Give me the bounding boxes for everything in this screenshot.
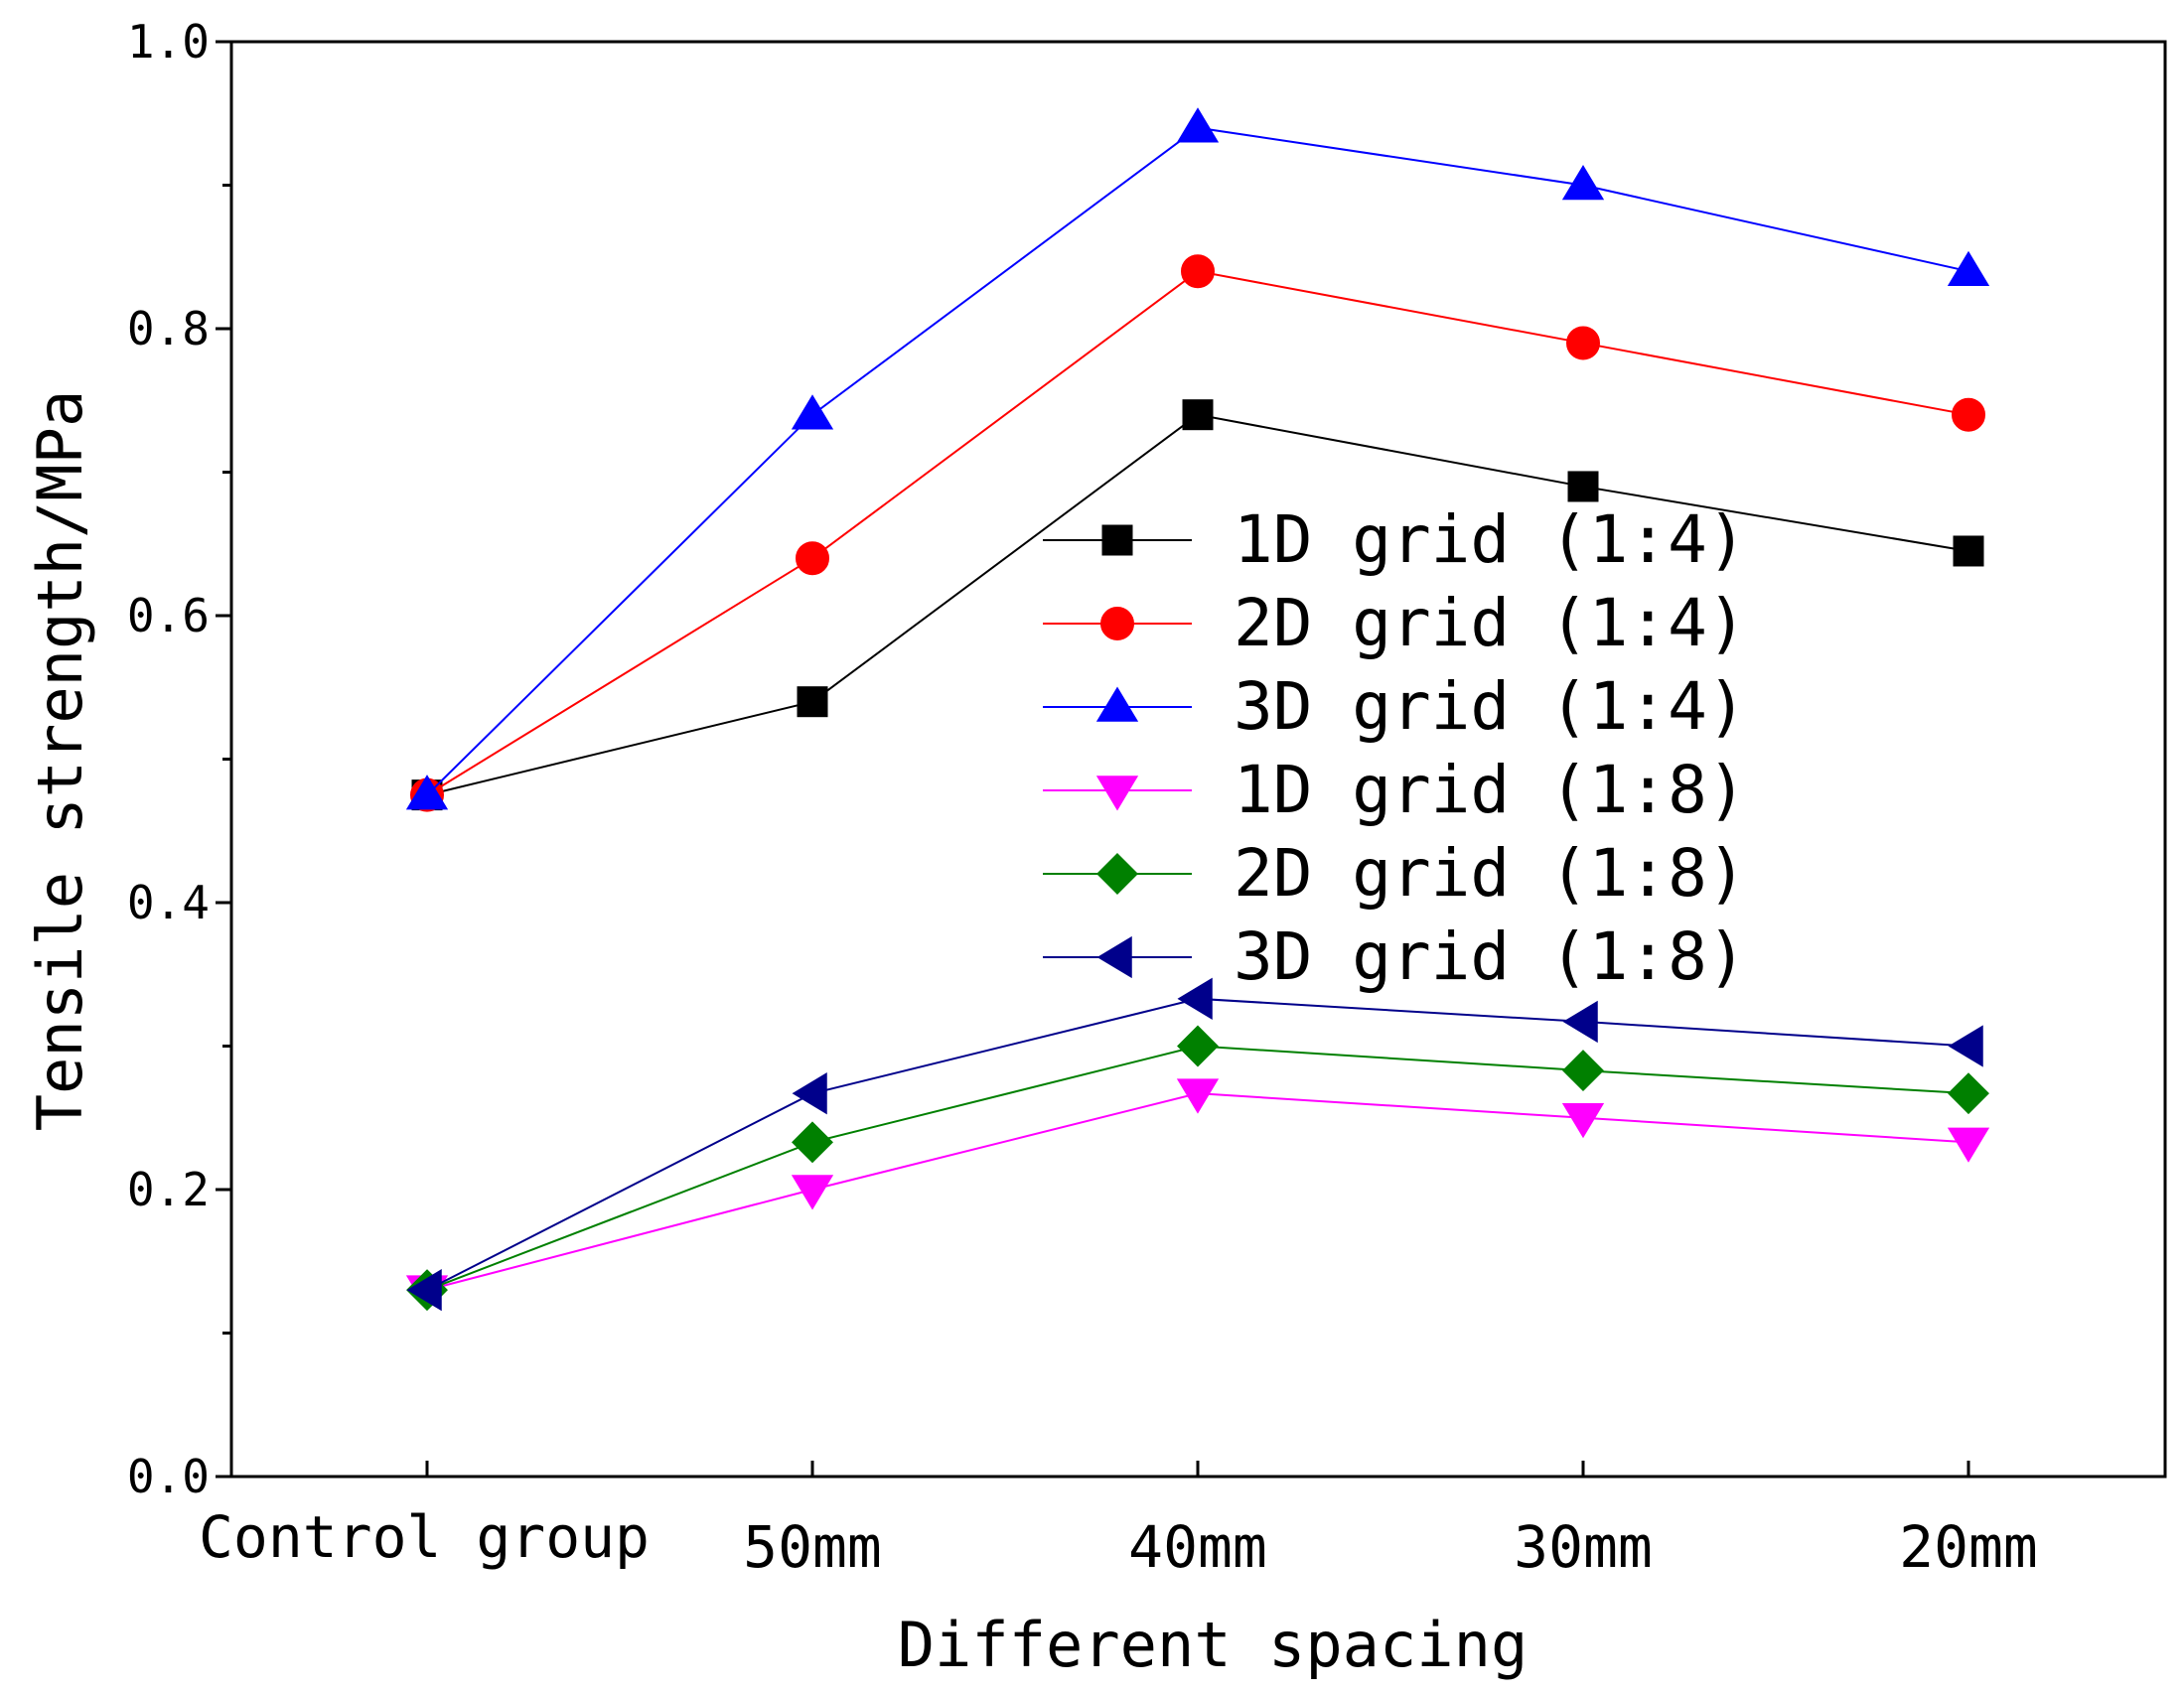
- data-point: [406, 1269, 442, 1312]
- data-point: [1567, 471, 1599, 502]
- data-point: [405, 775, 449, 810]
- data-point: [1176, 1078, 1220, 1114]
- x-axis: Control group 50mm 40mm 30mm 20mm: [199, 1461, 2038, 1581]
- data-point: [1947, 250, 1990, 286]
- data-point: [1182, 399, 1214, 431]
- y-axis-title: Tensile strength/MPa: [24, 390, 96, 1132]
- legend-label: 3D grid (1:8): [1234, 918, 1747, 995]
- data-point: [1562, 1000, 1598, 1044]
- legend-marker: [1101, 524, 1133, 556]
- legend-label: 1D grid (1:8): [1234, 752, 1747, 828]
- series-6: [406, 977, 1983, 1312]
- data-point: [796, 541, 829, 576]
- legend-entry: 1D grid (1:4): [1043, 501, 1747, 578]
- x-tick-label: Control group: [199, 1503, 650, 1571]
- data-point: [1561, 1103, 1605, 1139]
- legend-entry: 3D grid (1:8): [1043, 918, 1747, 995]
- data-point: [791, 1175, 834, 1210]
- data-point: [792, 1072, 827, 1115]
- legend-marker: [1096, 853, 1138, 895]
- y-tick-label: 1.0: [127, 15, 210, 69]
- data-point: [797, 686, 828, 718]
- legend-marker: [1095, 686, 1139, 722]
- data-point: [1181, 254, 1215, 289]
- y-axis: 0.0 0.2 0.4 0.6 0.8 1.0: [127, 15, 231, 1503]
- data-point: [1948, 1072, 1989, 1115]
- data-point: [1562, 1050, 1604, 1092]
- y-tick-label: 0.2: [127, 1163, 210, 1216]
- x-tick-label: 30mm: [1514, 1513, 1653, 1581]
- data-point: [1948, 1025, 1983, 1067]
- data-point: [1561, 165, 1605, 201]
- legend-label: 3D grid (1:4): [1234, 668, 1747, 745]
- legend-label: 1D grid (1:4): [1234, 501, 1747, 578]
- data-point: [1953, 535, 1984, 567]
- series-4: [405, 1078, 1990, 1311]
- y-tick-label: 0.0: [127, 1450, 210, 1503]
- legend-marker: [1095, 776, 1139, 811]
- data-point: [1176, 107, 1220, 143]
- series-line: [426, 1092, 1969, 1292]
- legend-label: 2D grid (1:8): [1234, 835, 1747, 912]
- series-3: [405, 107, 1990, 810]
- legend-marker: [1096, 935, 1132, 979]
- data-point: [1952, 397, 1985, 432]
- legend-label: 2D grid (1:4): [1234, 585, 1747, 661]
- y-tick-label: 0.6: [127, 589, 210, 642]
- x-axis-title: Different spacing: [898, 1609, 1529, 1681]
- series-5: [406, 1025, 1989, 1312]
- series-2: [410, 254, 1985, 812]
- series-1: [411, 399, 1984, 811]
- legend-entry: 2D grid (1:8): [1043, 835, 1747, 912]
- legend-entry: 3D grid (1:4): [1043, 668, 1747, 745]
- x-tick-label: 40mm: [1128, 1513, 1267, 1581]
- data-point: [792, 1121, 833, 1164]
- data-point: [1947, 1127, 1990, 1163]
- legend-marker: [1100, 607, 1134, 640]
- data-point: [791, 394, 834, 430]
- legend-entry: 1D grid (1:8): [1043, 752, 1747, 828]
- x-tick-label: 20mm: [1899, 1513, 2038, 1581]
- y-tick-label: 0.8: [127, 302, 210, 355]
- data-point: [1177, 977, 1213, 1020]
- series-layer: [405, 107, 1990, 1312]
- y-tick-label: 0.4: [127, 876, 210, 929]
- data-point: [1566, 326, 1600, 360]
- legend-entry: 2D grid (1:4): [1043, 585, 1747, 661]
- x-tick-label: 50mm: [743, 1513, 882, 1581]
- legend: 1D grid (1:4)2D grid (1:4)3D grid (1:4)1…: [1043, 501, 1747, 995]
- data-point: [1177, 1025, 1219, 1067]
